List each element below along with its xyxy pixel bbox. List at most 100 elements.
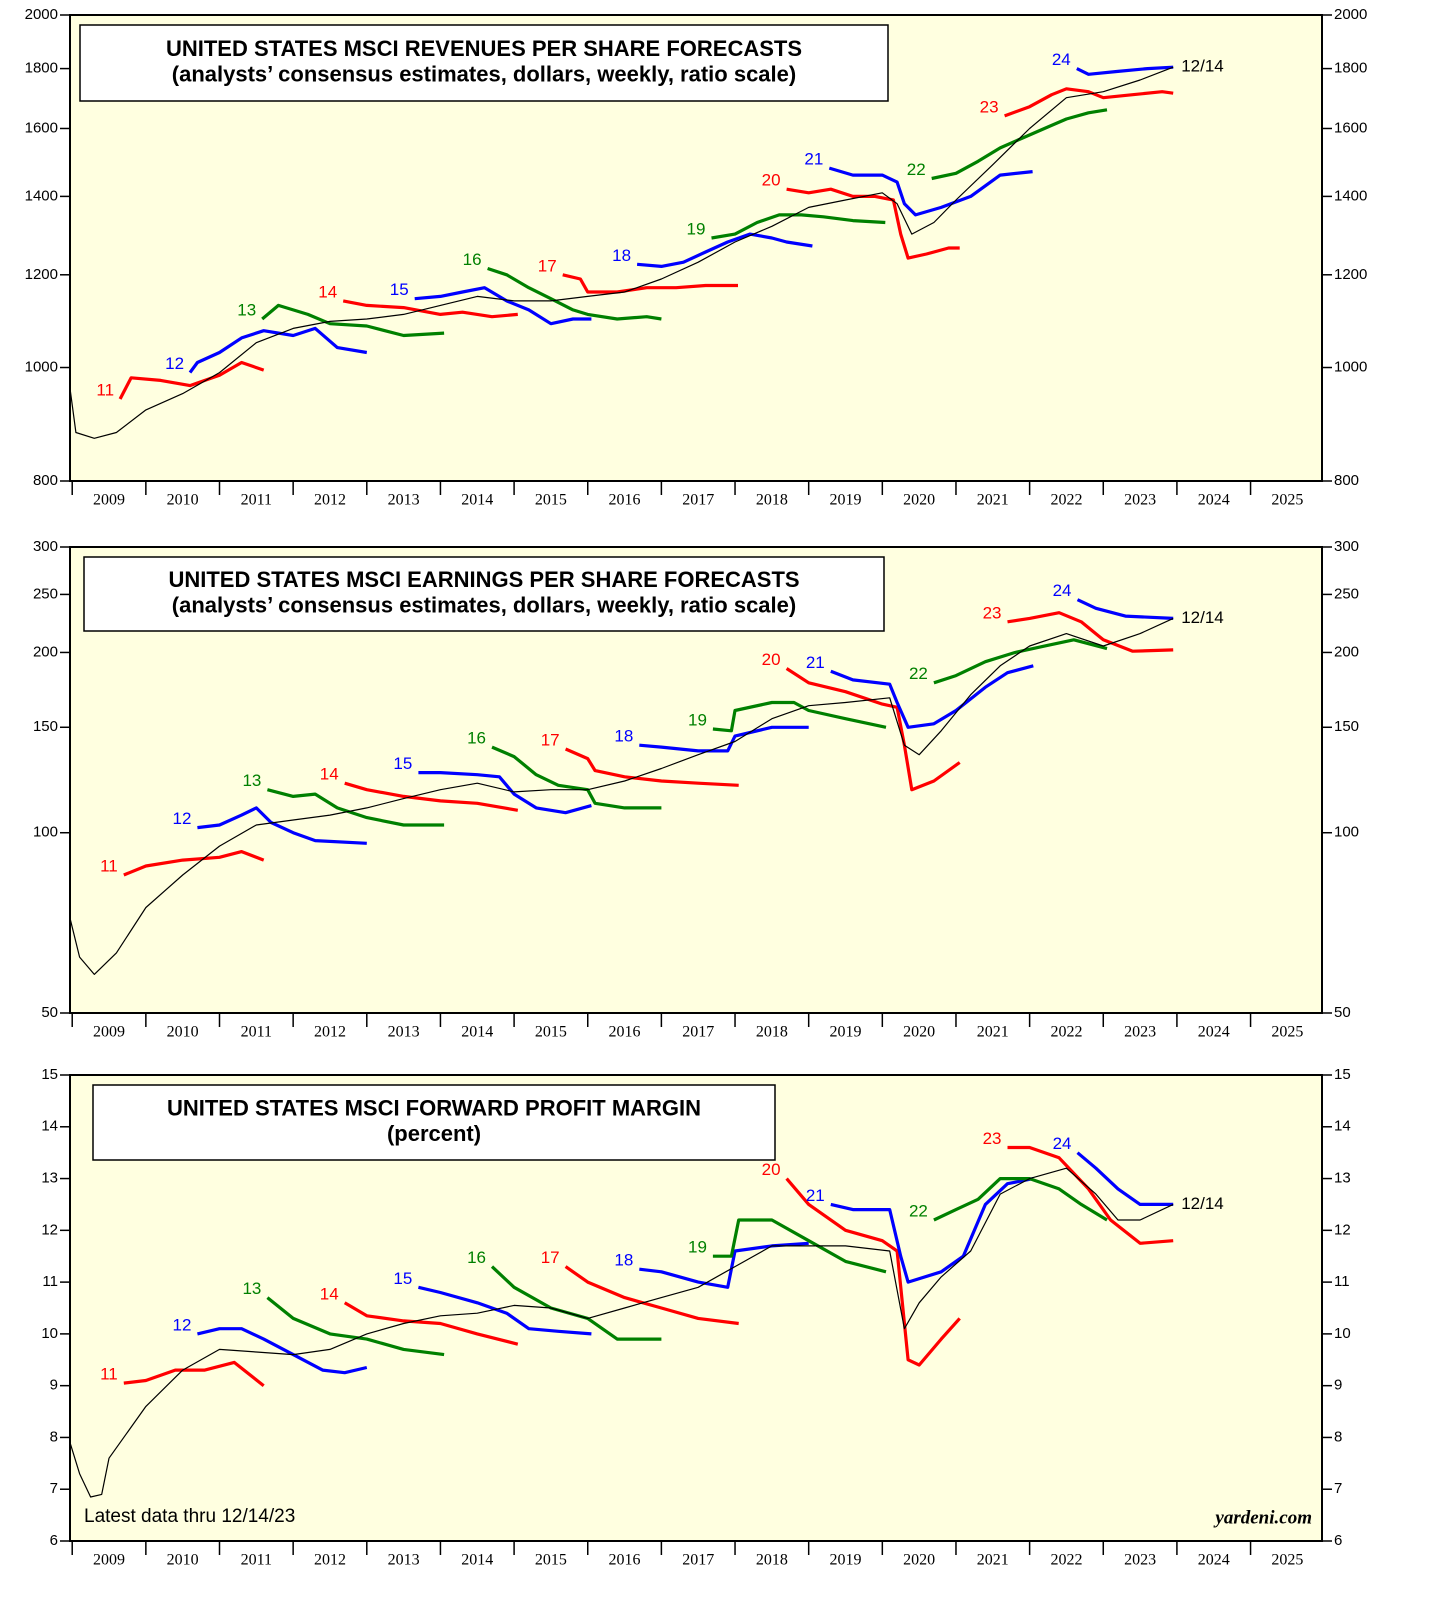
forecast-line: [1076, 65, 1174, 76]
forecast-line: [1007, 1145, 1174, 1245]
series-label: 23: [983, 1129, 1002, 1148]
x-tick-label: 2010: [167, 1552, 199, 1569]
series-label: 19: [688, 1238, 707, 1257]
forecast-line: [266, 788, 445, 827]
y-tick-label: 100: [1334, 824, 1359, 841]
forecast-line: [418, 1285, 592, 1336]
x-tick-label: 2018: [756, 492, 788, 509]
forecast-line: [197, 806, 367, 845]
x-tick-label: 2014: [461, 1552, 493, 1569]
series-label: 11: [96, 380, 114, 399]
y-tick-label: 1400: [1334, 187, 1367, 204]
series-label: 23: [980, 97, 999, 116]
series-label: 16: [463, 250, 482, 269]
panel: 800 800 1000 1000 1200 1200 1400 1400 1600 1600 18…: [25, 6, 1368, 509]
x-tick-label: 2017: [682, 1552, 714, 1569]
y-tick-label: 10: [1334, 1325, 1351, 1342]
y-tick-label: 800: [1334, 472, 1359, 489]
y-tick-label: 300: [33, 538, 58, 555]
y-tick-label: 300: [1334, 538, 1359, 555]
forecast-line: [712, 700, 887, 733]
forecast-line: [931, 108, 1108, 181]
x-tick-label: 2023: [1124, 1024, 1156, 1041]
forecast-line: [487, 266, 662, 321]
x-tick-label: 2015: [535, 492, 567, 509]
y-tick-label: 1400: [25, 187, 58, 204]
end-label: 12/14: [1181, 608, 1224, 627]
x-tick-label: 2020: [903, 1552, 935, 1569]
y-tick-label: 7: [50, 1480, 58, 1497]
x-tick-label: 2009: [93, 492, 125, 509]
x-tick-label: 2013: [388, 1552, 420, 1569]
y-tick-label: 1000: [1334, 358, 1367, 375]
x-tick-label: 2025: [1271, 1024, 1303, 1041]
x-tick-label: 2009: [93, 1552, 125, 1569]
series-label: 11: [100, 856, 118, 875]
series-label: 17: [541, 1248, 560, 1267]
series-label: 14: [320, 1284, 339, 1303]
y-tick-label: 200: [1334, 643, 1359, 660]
y-tick-label: 200: [33, 643, 58, 660]
forecast-line: [343, 1301, 519, 1346]
forecast-line: [830, 664, 1034, 729]
x-tick-label: 2017: [682, 1024, 714, 1041]
y-tick-label: 6: [1334, 1532, 1342, 1549]
y-tick-label: 1200: [25, 266, 58, 283]
y-tick-label: 9: [1334, 1377, 1342, 1394]
chart-title: UNITED STATES MSCI FORWARD PROFIT MARGIN: [167, 1096, 701, 1121]
forecast-line: [830, 1177, 1034, 1284]
y-tick-label: 1600: [25, 119, 58, 136]
forecast-line: [118, 360, 265, 400]
plot-frame: [69, 14, 1323, 482]
title-box: [79, 24, 889, 102]
series-label: 15: [393, 754, 412, 773]
plot-frame: [69, 1074, 1323, 1542]
y-tick-label: 12: [41, 1221, 58, 1238]
x-tick-label: 2016: [609, 1552, 641, 1569]
x-tick-label: 2023: [1124, 1552, 1156, 1569]
y-tick-label: 14: [1334, 1118, 1351, 1135]
series-label: 19: [688, 710, 707, 729]
x-tick-label: 2013: [388, 492, 420, 509]
y-tick-label: 15: [41, 1066, 58, 1083]
forecast-line: [261, 303, 445, 338]
series-label: 18: [614, 1251, 633, 1270]
chart-title: UNITED STATES MSCI REVENUES PER SHARE FO…: [166, 36, 802, 61]
forecast-line: [1007, 611, 1174, 653]
y-tick-label: 11: [42, 1273, 58, 1290]
series-label: 12: [165, 354, 184, 373]
forecast-line: [344, 781, 519, 812]
chart-title: UNITED STATES MSCI EARNINGS PER SHARE FO…: [168, 567, 799, 592]
actual-line: [69, 617, 1174, 975]
forecast-line: [418, 771, 592, 815]
series-label: 17: [538, 256, 557, 275]
x-tick-label: 2021: [977, 1552, 1009, 1569]
x-tick-label: 2020: [903, 1024, 935, 1041]
y-tick-label: 250: [1334, 585, 1359, 602]
y-tick-label: 13: [1334, 1170, 1351, 1187]
title-box: [92, 1084, 776, 1161]
series-label: 22: [907, 160, 926, 179]
x-tick-label: 2012: [314, 1552, 346, 1569]
x-tick-label: 2011: [241, 1024, 272, 1041]
series-label: 13: [242, 771, 261, 790]
forecast-line: [564, 747, 739, 787]
forecast-line: [711, 213, 886, 240]
series-label: 13: [237, 301, 256, 320]
x-tick-label: 2016: [609, 1024, 641, 1041]
forecast-line: [197, 1327, 368, 1375]
series-label: 18: [612, 246, 631, 265]
series-label: 17: [541, 730, 560, 749]
series-label: 24: [1052, 50, 1071, 69]
forecast-line: [123, 1360, 265, 1387]
y-tick-label: 11: [1334, 1273, 1350, 1290]
y-tick-label: 800: [33, 472, 58, 489]
series-label: 11: [100, 1365, 118, 1384]
series-label: 20: [762, 1160, 781, 1179]
y-tick-label: 50: [1334, 1004, 1351, 1021]
title-box: [83, 556, 885, 632]
y-tick-label: 100: [33, 824, 58, 841]
y-tick-label: 2000: [1334, 6, 1367, 23]
x-tick-label: 2015: [535, 1024, 567, 1041]
